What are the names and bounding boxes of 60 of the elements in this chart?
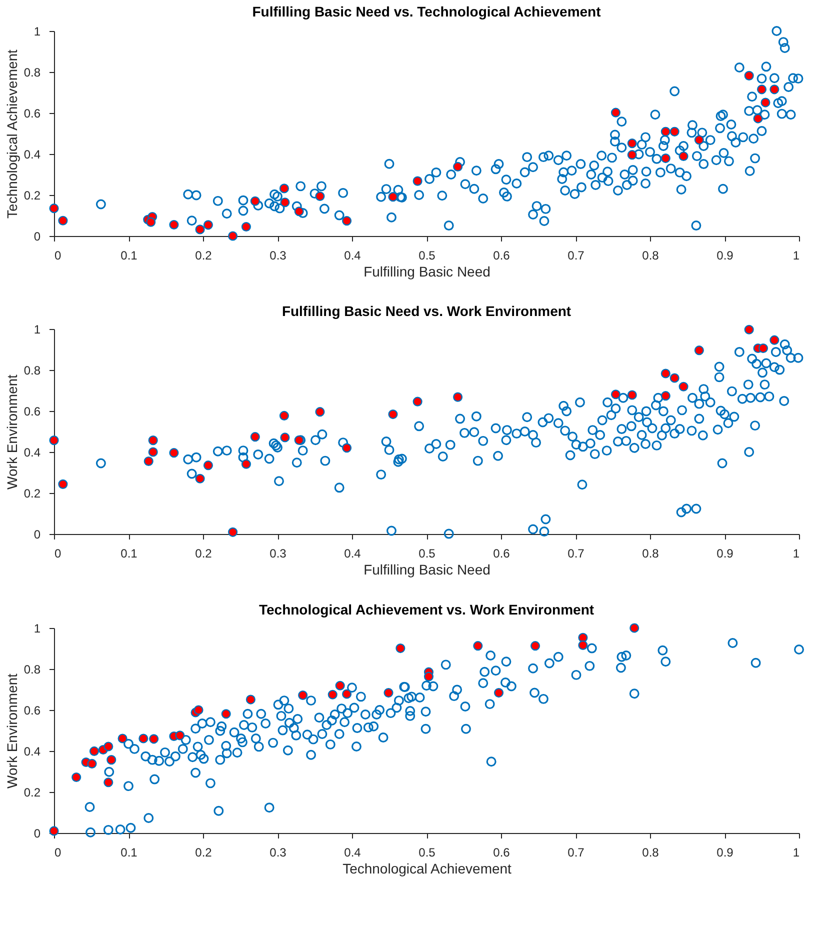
y-tick-label: 0 [34, 230, 41, 244]
y-tick-label: 0.8 [24, 364, 41, 378]
y-tick-label: 0 [34, 826, 41, 840]
x-tick-label: 0.2 [195, 248, 212, 262]
x-tick-label: 0.5 [418, 546, 436, 560]
y-tick-label: 1 [34, 622, 41, 636]
x-tick-label: 0.9 [716, 546, 734, 560]
y-tick-label: 1 [34, 322, 41, 336]
y-tick-label: 1 [34, 24, 41, 38]
x-tick-label: 0.3 [270, 248, 287, 262]
x-tick-label: 0.8 [642, 846, 660, 860]
x-tick-label: 0 [54, 248, 62, 262]
x-tick-label: 0.7 [568, 546, 585, 560]
x-tick-label: 0 [54, 846, 62, 860]
chart-title: Fulfilling Basic Need vs. Work Environment [282, 303, 572, 319]
x-tick-label: 1 [792, 546, 800, 560]
x-tick-label: 0.9 [716, 248, 734, 262]
y-tick-label: 0.2 [24, 486, 41, 500]
x-axis-title: Technological Achievement [342, 860, 512, 876]
x-tick-label: 0.5 [418, 248, 436, 262]
y-tick-label: 0.8 [24, 66, 41, 80]
x-tick-label: 0.1 [120, 546, 138, 560]
x-tick-label: 0.7 [568, 248, 585, 262]
x-tick-label: 0.2 [195, 546, 212, 560]
y-tick-label: 0.8 [24, 662, 41, 676]
x-tick-label: 0.6 [493, 546, 510, 560]
chart-title: Fulfilling Basic Need vs. Technological Achievement [252, 4, 602, 20]
x-tick-label: 1 [792, 846, 800, 860]
chart-title: Technological Achievement vs. Work Environment [258, 601, 594, 618]
x-tick-label: 0.4 [344, 846, 362, 860]
y-tick-label: 0.4 [24, 446, 41, 460]
y-tick-label: 0.6 [24, 106, 41, 120]
x-tick-label: 0.3 [270, 546, 287, 560]
y-tick-label: 0.4 [24, 744, 41, 758]
y-axis-title: Technological Achievement [4, 49, 20, 218]
y-axis-title: Work Environment [4, 374, 20, 490]
y-tick-label: 0.2 [24, 188, 41, 202]
y-tick-label: 0.6 [24, 704, 41, 718]
x-tick-label: 0.3 [270, 846, 287, 860]
x-axis-title: Fulfilling Basic Need [364, 264, 490, 280]
x-tick-label: 0.9 [716, 846, 734, 860]
y-tick-label: 0.2 [24, 786, 41, 800]
x-tick-label: 0.7 [568, 846, 585, 860]
x-tick-label: 0.4 [344, 248, 362, 262]
x-tick-label: 0.1 [120, 248, 138, 262]
x-tick-label: 0.1 [120, 846, 138, 860]
x-tick-label: 0 [54, 546, 62, 560]
x-tick-label: 0.8 [642, 546, 660, 560]
y-tick-label: 0.6 [24, 404, 41, 418]
x-tick-label: 0.4 [344, 546, 362, 560]
x-tick-label: 0.5 [418, 846, 436, 860]
y-axis-title: Work Environment [4, 673, 20, 788]
x-tick-label: 0.6 [493, 846, 510, 860]
x-tick-label: 1 [792, 248, 800, 262]
x-tick-label: 0.2 [195, 846, 212, 860]
y-tick-label: 0.4 [24, 148, 41, 162]
y-tick-label: 0 [34, 528, 41, 542]
x-tick-label: 0.6 [493, 248, 510, 262]
x-axis-title: Fulfilling Basic Need [364, 562, 490, 578]
x-tick-label: 0.8 [642, 248, 660, 262]
